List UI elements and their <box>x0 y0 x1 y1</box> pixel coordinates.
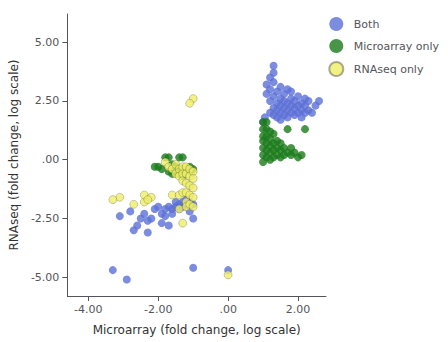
svg-text:-5.00: -5.00 <box>31 271 59 284</box>
svg-text:-4.00: -4.00 <box>74 303 102 316</box>
svg-text:-2.50: -2.50 <box>31 212 59 225</box>
svg-text:.00: .00 <box>42 153 60 166</box>
svg-text:Microarray only: Microarray only <box>354 40 440 53</box>
svg-text:2.50: 2.50 <box>35 94 60 107</box>
svg-text:Both: Both <box>354 18 380 31</box>
svg-text:2.00: 2.00 <box>286 303 311 316</box>
svg-text:RNAseq only: RNAseq only <box>354 63 424 76</box>
svg-text:5.00: 5.00 <box>35 36 60 49</box>
svg-text:Microarray (fold change, log s: Microarray (fold change, log scale) <box>93 323 301 337</box>
svg-text:RNAseq (fold change, log scale: RNAseq (fold change, log scale) <box>7 59 21 250</box>
svg-text:-2.00: -2.00 <box>144 303 172 316</box>
svg-text:.00: .00 <box>219 303 237 316</box>
